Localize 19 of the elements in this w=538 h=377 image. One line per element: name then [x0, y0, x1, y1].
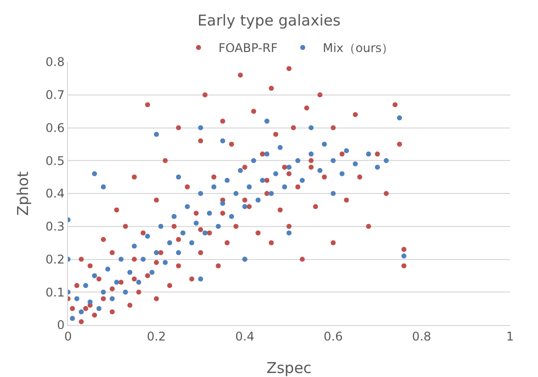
chart-title: Early type galaxies: [197, 12, 341, 30]
y-tick-label: 0.8: [46, 55, 65, 70]
y-tick-label: 0.1: [46, 285, 65, 300]
y-tick-label: 0.6: [46, 120, 65, 135]
x-tick-label: 0.8: [412, 329, 432, 344]
y-tick-label: 0.2: [46, 252, 65, 266]
legend-label: FOABP-RF: [218, 41, 278, 56]
x-tick-label: 0.4: [235, 329, 254, 344]
y-tick-label: 0.4: [46, 186, 65, 201]
x-tick-label: 0.6: [324, 329, 343, 344]
y-tick-label: 0: [56, 318, 65, 332]
legend-label: Mix（ours）: [322, 41, 394, 56]
y-tick-label: 0.3: [46, 220, 65, 234]
x-tick-label: 0.2: [146, 329, 166, 344]
x-tick-label: 1: [506, 329, 514, 344]
y-tick-label: 0.7: [46, 88, 65, 102]
y-axis-title: Zphot: [14, 171, 32, 216]
y-tick-label: 0.5: [46, 154, 65, 168]
x-axis-title: Zspec: [266, 359, 312, 377]
